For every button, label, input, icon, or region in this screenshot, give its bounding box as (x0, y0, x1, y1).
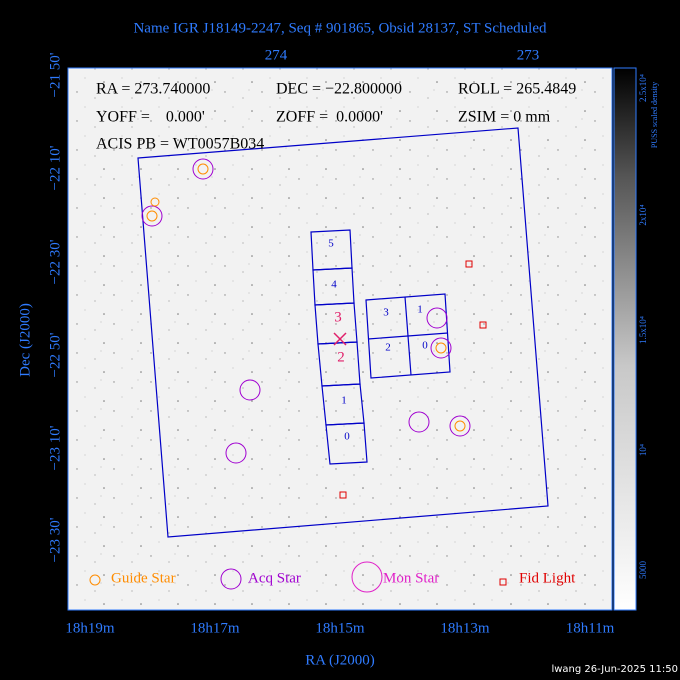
footer: lwang 26-Jun-2025 11:50 (551, 664, 678, 675)
chip-label: 4 (331, 279, 337, 291)
info-pb: ACIS PB = WT0057B034 (96, 136, 264, 153)
colorbar-title: PUSS scaled density (650, 82, 659, 148)
info-dec: DEC = −22.800000 (276, 81, 402, 98)
legend-item: Fid Light (519, 570, 576, 586)
chip-label: 0 (344, 431, 350, 443)
x-tick-label: 18h17m (190, 620, 240, 636)
top-tick-label: 274 (265, 47, 288, 63)
colorbar (613, 67, 637, 611)
legend-item: Mon Star (383, 570, 439, 586)
info-ra: RA = 273.740000 (96, 81, 210, 98)
colorbar-tick: 2.5x10⁴ (638, 74, 648, 102)
info-yoff: YOFF = 0.000' (96, 109, 205, 126)
chip-label: 2 (337, 349, 345, 365)
legend-item: Guide Star (111, 570, 176, 586)
chip-label: 1 (417, 304, 423, 316)
legend: Guide Star Acq Star Mon Star Fid Light (89, 561, 576, 593)
info-zoff: ZOFF = 0.0000' (276, 109, 383, 126)
top-tick-label: 273 (517, 47, 540, 63)
stars (141, 158, 487, 499)
chip-label: 3 (383, 307, 389, 319)
field-outline (137, 127, 549, 538)
x-axis: 18h19m 18h17m 18h15m 18h13m 18h11m 274 2… (65, 47, 614, 668)
y-tick-label: −22 10' (47, 145, 63, 190)
info-zsim: ZSIM = 0 mm (458, 109, 551, 126)
x-tick-label: 18h13m (440, 620, 490, 636)
chip-label: 3 (334, 309, 342, 325)
chip-label: 2 (385, 342, 391, 354)
colorbar-tick: 2x10⁴ (638, 204, 648, 225)
y-tick-label: −22 50' (47, 332, 63, 377)
x-tick-label: 18h11m (566, 620, 615, 636)
colorbar-tick: 5000 (638, 561, 648, 580)
y-title: Dec (J2000) (17, 303, 33, 377)
info-roll: ROLL = 265.4849 (458, 81, 576, 98)
colorbar-labels: 2.5x10⁴ 2x10⁴ 1.5x10⁴ 10⁴ 5000 PUSS scal… (638, 74, 659, 579)
s-array (310, 229, 451, 465)
colorbar-tick: 10⁴ (638, 444, 648, 456)
title: Name IGR J18149-2247, Seq # 901865, Obsi… (133, 20, 547, 36)
x-tick-label: 18h19m (65, 620, 115, 636)
x-tick-label: 18h15m (315, 620, 365, 636)
chip-label: 0 (422, 340, 428, 352)
y-tick-label: −23 10' (47, 425, 63, 470)
chip-label: 1 (341, 395, 347, 407)
colorbar-tick: 1.5x10⁴ (638, 316, 648, 344)
y-tick-label: −22 30' (47, 239, 63, 284)
y-tick-label: −21 50' (47, 52, 63, 97)
chip-label: 5 (328, 238, 334, 250)
y-tick-label: −23 30' (47, 517, 63, 562)
legend-item: Acq Star (248, 570, 301, 586)
x-title: RA (J2000) (305, 652, 375, 668)
y-axis: −21 50' −22 10' −22 30' −22 50' −23 10' … (17, 52, 63, 562)
aimpoint (333, 332, 347, 346)
